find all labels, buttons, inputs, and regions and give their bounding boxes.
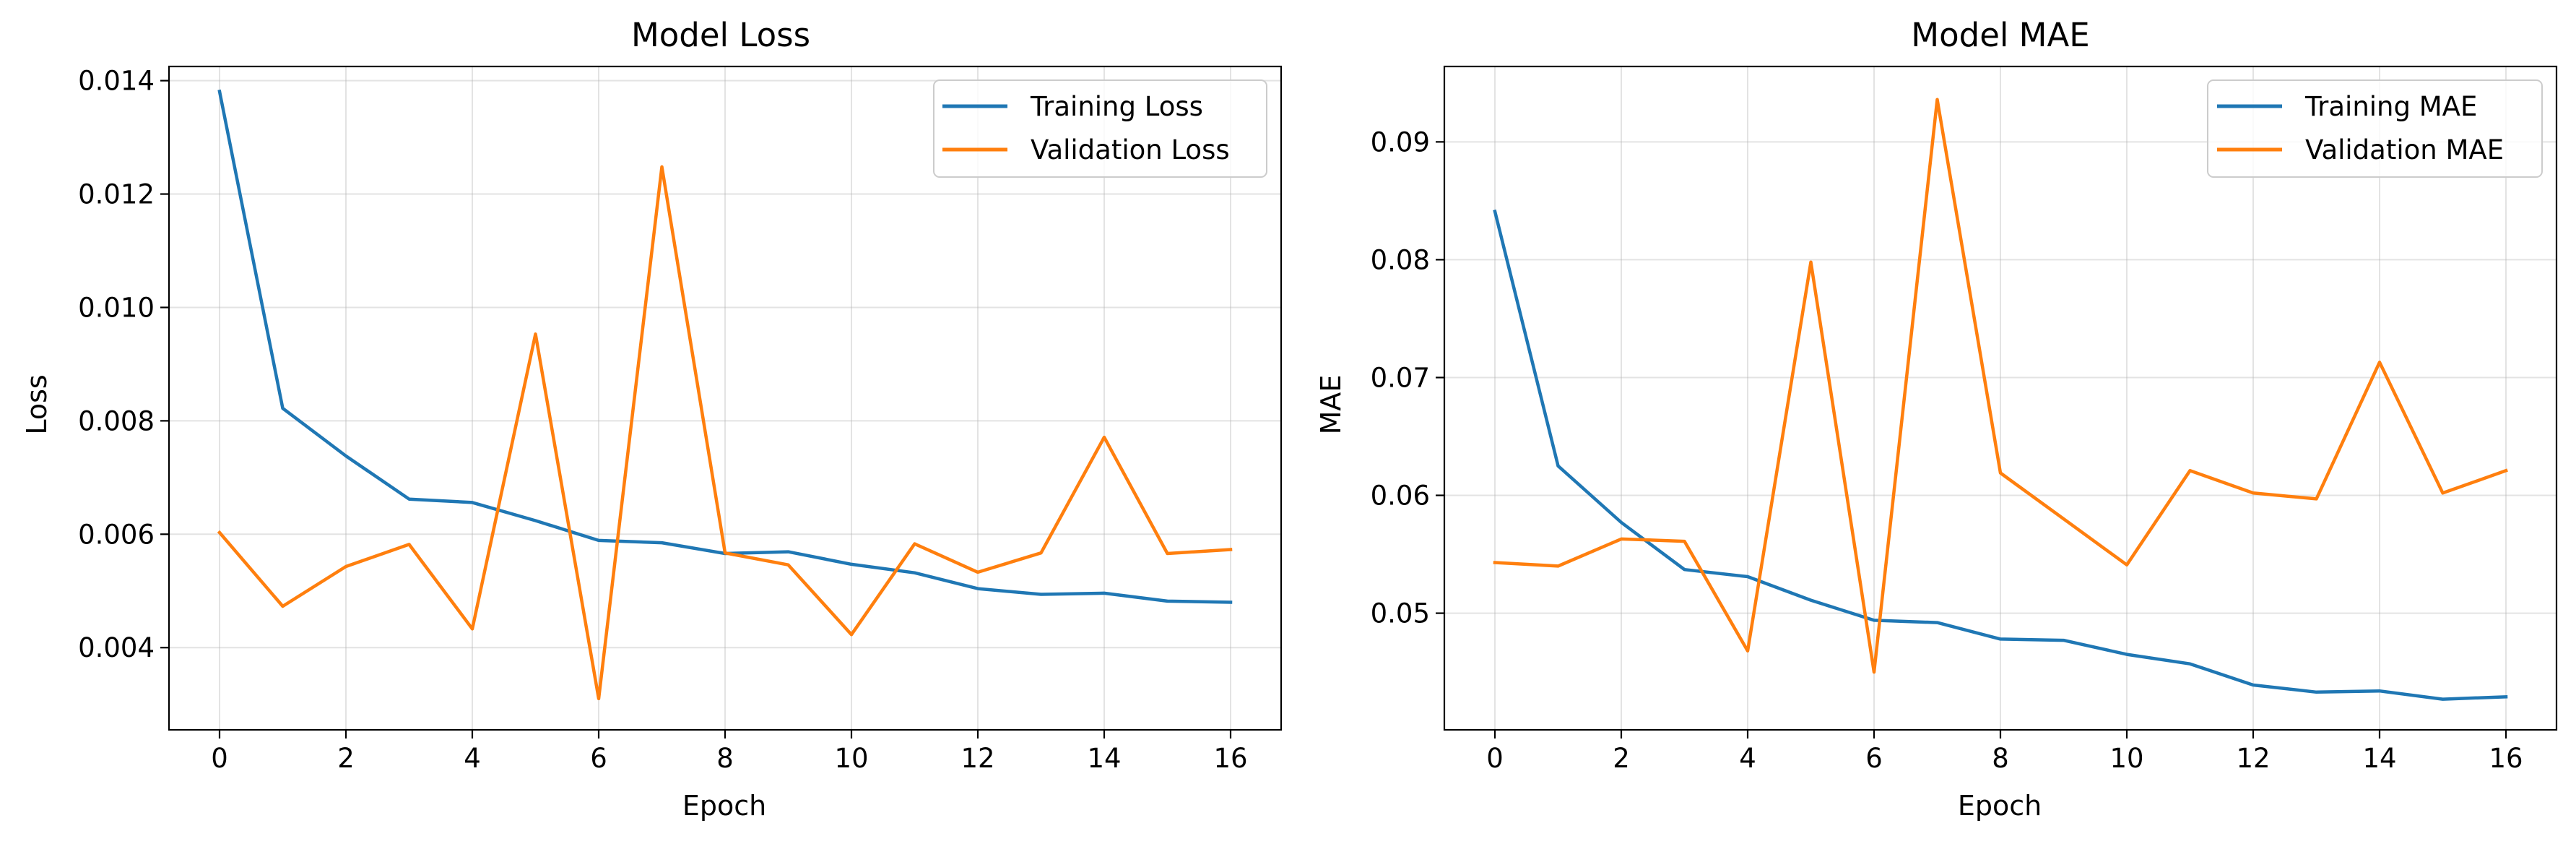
loss-y-tick-label: 0.010 — [78, 292, 155, 323]
mae-x-tick-label: 10 — [2109, 743, 2143, 774]
loss-x-tick-label: 10 — [834, 743, 868, 774]
loss-x-tick-label: 0 — [211, 743, 228, 774]
legend-label-validation-mae: Validation MAE — [2305, 134, 2504, 165]
mae-chart-title: Model MAE — [1911, 16, 2089, 54]
loss-y-tick-label: 0.008 — [78, 405, 155, 436]
mae-x-axis-label: Epoch — [1958, 790, 2042, 822]
loss-legend-box — [933, 79, 1267, 178]
loss-chart-panel: Model Loss Loss Epoch 0 2 4 6 8 10 12 14 16 0.004… — [21, 16, 1283, 822]
mae-y-axis-label: MAE — [1315, 375, 1347, 435]
mae-x-tick-label: 8 — [1992, 743, 2009, 774]
legend-label-training-loss: Training Loss — [1030, 91, 1203, 122]
loss-x-tick-label: 16 — [1213, 743, 1247, 774]
mae-series-layer — [1493, 98, 2508, 701]
series-line-training-mae — [1493, 209, 2508, 701]
mae-y-tick-label: 0.06 — [1371, 481, 1430, 512]
loss-grid — [169, 66, 1281, 730]
series-line-validation-loss — [217, 165, 1233, 701]
mae-y-tick-label: 0.05 — [1371, 598, 1430, 629]
mae-x-tick-label: 14 — [2362, 743, 2396, 774]
loss-y-tick-label: 0.006 — [78, 519, 155, 550]
mae-y-tick-label: 0.07 — [1371, 362, 1430, 393]
loss-x-tick-label: 14 — [1087, 743, 1121, 774]
mae-x-tick-label: 2 — [1613, 743, 1630, 774]
mae-chart-panel: Model MAE MAE Epoch 0 2 4 6 8 10 12 14 16 0.05 0.0… — [1315, 16, 2558, 822]
loss-y-tick-label: 0.004 — [78, 632, 155, 663]
mae-x-tick-label: 16 — [2489, 743, 2523, 774]
legend-label-validation-loss: Validation Loss — [1031, 134, 1230, 165]
legend-label-training-mae: Training MAE — [2304, 91, 2477, 122]
loss-legend: Training Loss Validation Loss — [933, 79, 1267, 178]
mae-y-tick-label: 0.08 — [1371, 244, 1430, 275]
mae-tick-layer: 0 2 4 6 8 10 12 14 16 0.05 0.06 0.07 0.08 0.09 — [1371, 126, 2523, 774]
loss-x-tick-label: 4 — [464, 743, 481, 774]
loss-y-tick-label: 0.012 — [78, 179, 155, 210]
loss-x-axis-label: Epoch — [682, 790, 766, 822]
mae-x-tick-label: 4 — [1739, 743, 1756, 774]
mae-legend: Training MAE Validation MAE — [2207, 79, 2543, 178]
loss-x-tick-label: 6 — [590, 743, 607, 774]
loss-y-axis-label: Loss — [21, 374, 53, 434]
loss-x-tick-label: 12 — [960, 743, 994, 774]
series-line-validation-mae — [1493, 98, 2508, 674]
mae-y-tick-label: 0.09 — [1371, 126, 1430, 158]
loss-y-tick-label: 0.014 — [78, 66, 155, 97]
mae-legend-box — [2207, 79, 2543, 178]
mae-x-tick-label: 12 — [2236, 743, 2270, 774]
loss-chart-title: Model Loss — [631, 16, 810, 54]
mae-x-tick-label: 6 — [1865, 743, 1883, 774]
loss-x-tick-label: 2 — [337, 743, 355, 774]
mae-x-tick-label: 0 — [1486, 743, 1504, 774]
loss-tick-layer: 0 2 4 6 8 10 12 14 16 0.004 0.006 0.008 0.010 0.012 0.… — [78, 66, 1247, 774]
loss-x-tick-label: 8 — [716, 743, 734, 774]
loss-series-layer — [217, 89, 1233, 701]
